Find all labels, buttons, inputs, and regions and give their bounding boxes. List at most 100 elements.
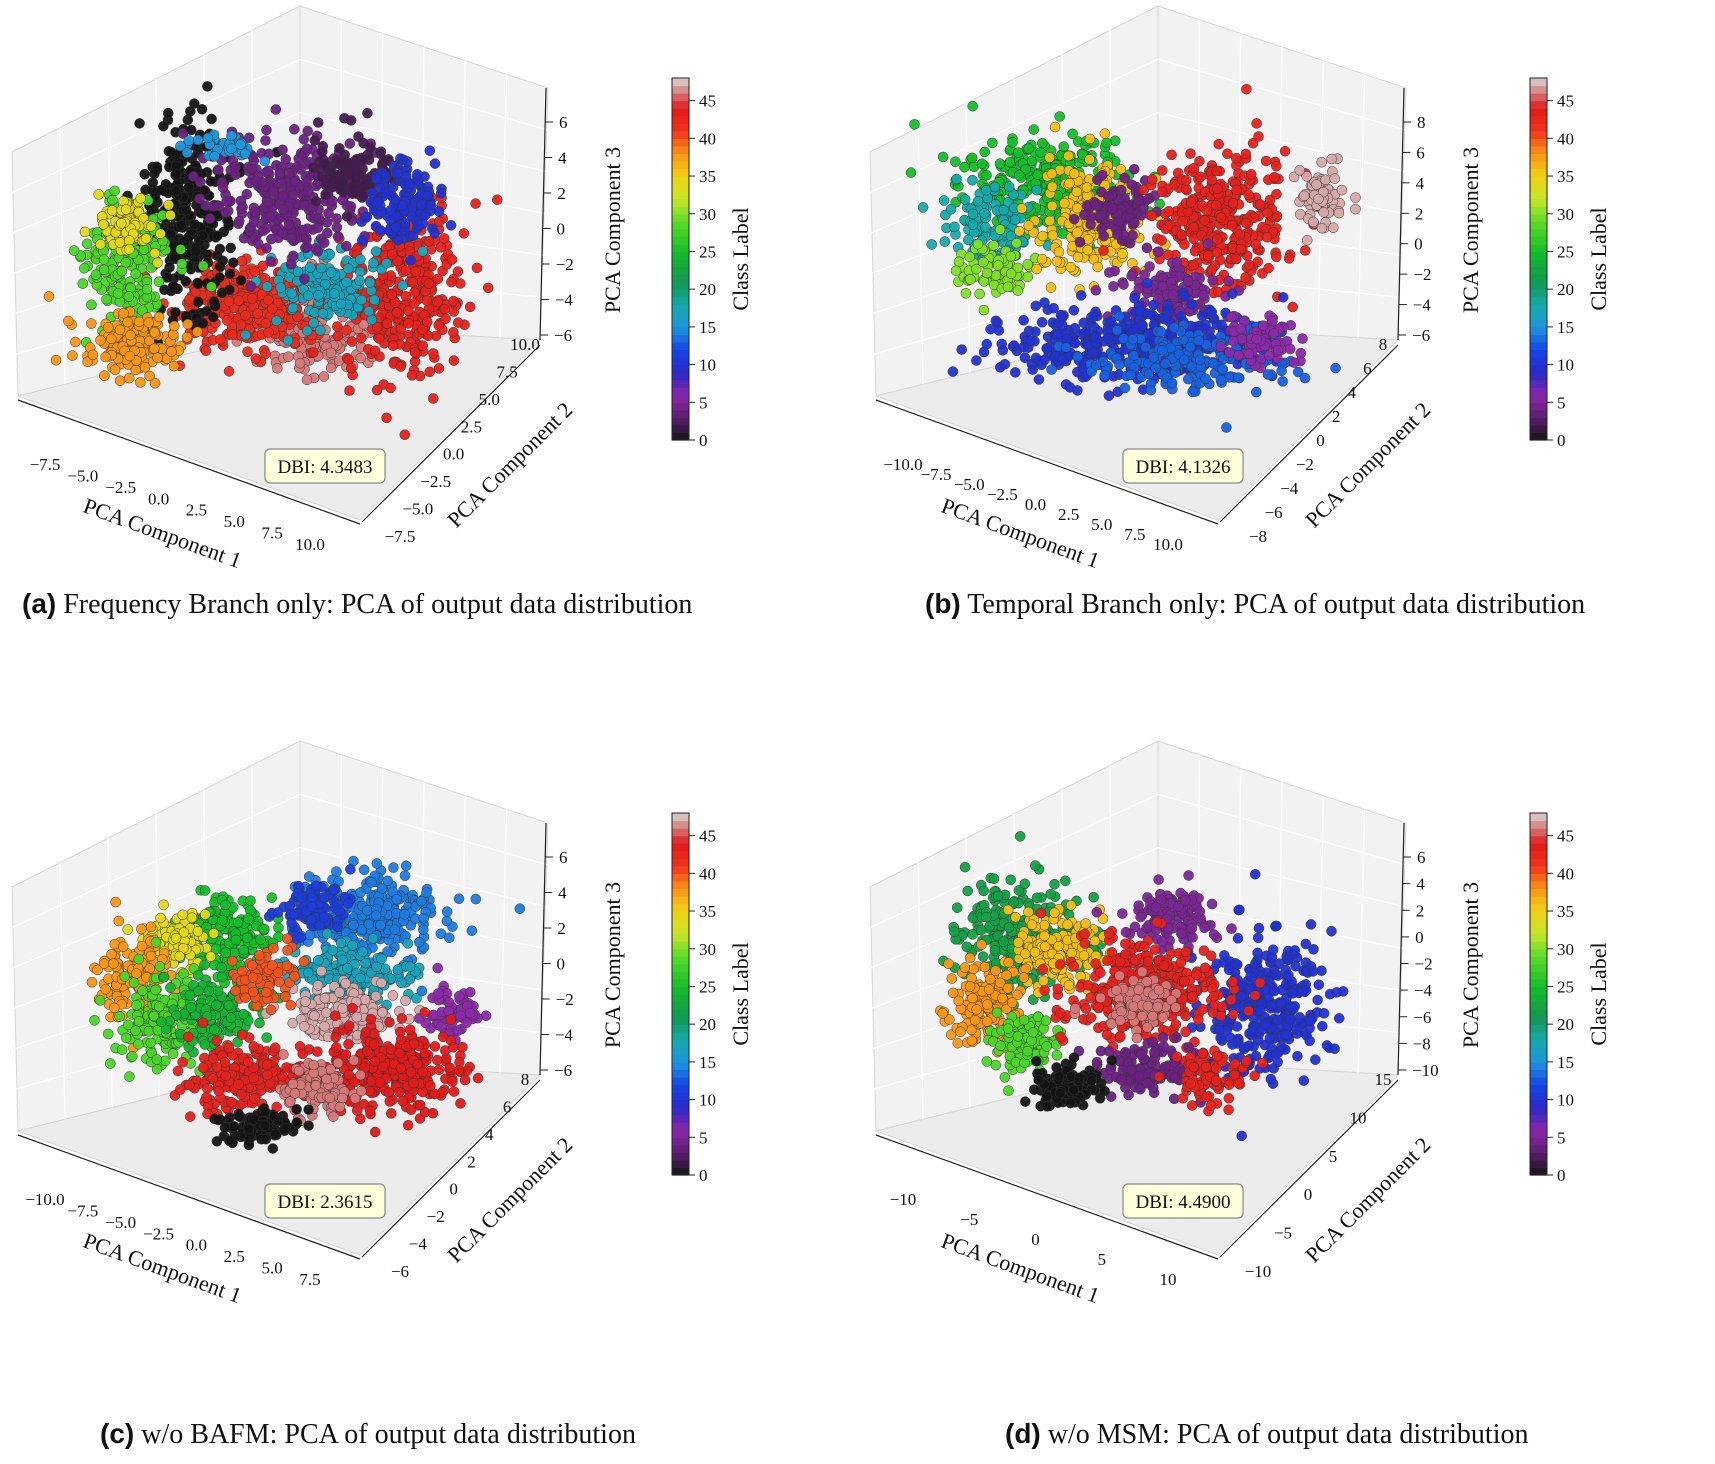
data-point [1235,243,1247,255]
data-point [1128,350,1139,361]
data-point [318,371,330,382]
data-point [1243,189,1254,201]
data-point [1112,229,1123,240]
data-point [452,317,464,328]
data-point [70,336,81,348]
data-point [235,319,247,331]
data-point [1272,344,1284,356]
colorbar-tick-label: 25 [699,242,716,261]
colorbar-tick-label: 40 [699,129,716,148]
z-tick-label: 8 [1417,113,1426,132]
colorbar-segment [672,198,689,207]
data-point [1007,137,1018,148]
data-point [100,984,111,995]
y-tick-label: 6 [1363,359,1372,378]
data-point [1231,184,1242,196]
data-point [1260,155,1272,167]
y-axis-line [361,1079,541,1258]
y-tick-label: 8 [1379,335,1388,354]
data-point [1245,169,1257,180]
data-point [1048,302,1059,314]
x-tick-label: 7.5 [1124,525,1145,544]
data-point [1176,229,1188,241]
data-point [1308,216,1319,228]
colorbar-segment [672,341,689,351]
data-point [298,133,310,145]
data-point [1146,210,1158,222]
data-point [1023,220,1034,231]
data-point [1177,216,1188,227]
data-point [1032,169,1044,181]
data-point [1262,369,1274,380]
data-point [992,260,1004,271]
data-point [1211,199,1222,211]
data-point [1207,274,1218,286]
colorbar-segment [1530,387,1547,396]
data-point [312,222,324,234]
data-point [364,277,376,288]
data-point [93,189,104,200]
data-point [947,366,959,377]
data-point [176,258,188,269]
x-tick-label: −7.5 [30,455,61,474]
data-point [1166,149,1177,161]
data-point [965,274,976,285]
data-point [1294,165,1305,176]
data-point [233,215,245,227]
data-point [185,106,196,117]
data-point [242,346,253,357]
data-point [312,117,324,128]
colorbar-segment [672,221,689,230]
data-point [1271,160,1282,172]
data-point [1103,191,1114,202]
data-point [1053,317,1064,329]
colorbar-tick-label: 20 [1557,280,1574,299]
data-point [1079,327,1090,339]
data-point [305,262,316,273]
data-point [67,350,78,361]
z-axis-line [1397,87,1405,341]
data-point [1184,341,1196,353]
data-point [976,158,988,170]
data-point [261,223,272,234]
data-point [1185,197,1197,208]
data-point [446,276,457,288]
data-point [953,256,965,268]
data-point [175,244,186,255]
x-tick-label: 0.0 [148,489,169,508]
data-point [123,291,135,302]
y-tick-label: −4 [1280,479,1299,498]
data-point [1195,171,1206,183]
data-point [1127,334,1139,345]
data-point [199,885,211,896]
data-point [397,280,408,291]
colorbar-segment [1530,221,1547,230]
data-point [1268,328,1279,339]
colorbar-segment [1530,289,1547,298]
data-point [252,308,263,319]
data-point [1046,200,1058,212]
data-point [424,145,436,156]
data-point [1227,335,1239,347]
data-point [250,175,262,187]
data-point [1049,121,1061,133]
x-ticks: −7.5−5.0−2.50.02.55.07.510.0 [30,455,325,554]
colorbar-tick-label: 5 [699,393,708,412]
data-point [299,147,311,158]
data-point [401,171,412,182]
data-point [972,195,984,207]
colorbar-segment [672,387,689,396]
y-tick-label: −2 [1296,455,1314,474]
data-point [433,206,445,217]
colorbar-segment [1530,281,1547,290]
data-point [183,182,195,193]
data-point [139,168,150,180]
x-tick-label: −7.5 [921,465,952,484]
data-point [385,205,396,216]
data-point [1118,279,1129,290]
data-point [1129,292,1140,304]
data-point [325,347,337,359]
data-point [1104,267,1115,278]
data-point [265,211,276,222]
colorbar-segment [672,85,689,94]
